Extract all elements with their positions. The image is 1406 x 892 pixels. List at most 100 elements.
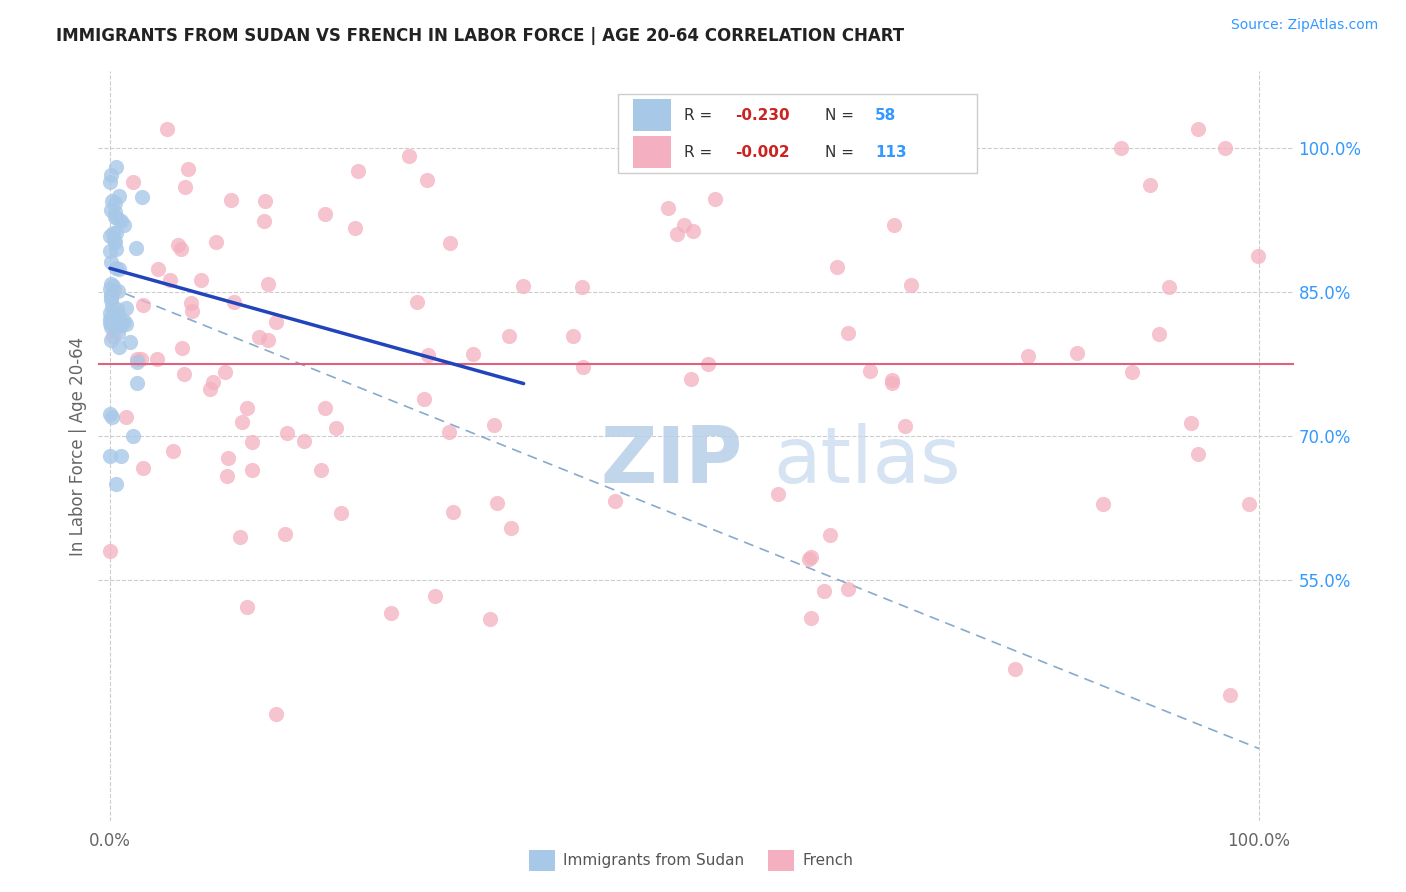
Point (231, 415, 253, 429)
Point (110, 213, 132, 227)
Point (167, 238, 190, 252)
Point (103, 283, 125, 297)
Point (108, 262, 131, 277)
Point (100, 277, 122, 291)
Point (198, 382, 221, 396)
Point (800, 549, 823, 564)
Point (240, 463, 263, 477)
Point (276, 425, 298, 440)
Point (131, 298, 153, 312)
Point (800, 611, 823, 625)
Point (115, 301, 138, 315)
Point (104, 205, 127, 219)
Text: atlas: atlas (773, 423, 962, 499)
Text: R =: R = (685, 145, 717, 161)
Point (173, 368, 195, 382)
Point (104, 226, 127, 240)
Point (101, 227, 124, 241)
Bar (633, 136, 671, 168)
Point (813, 584, 835, 599)
Point (1004, 662, 1026, 676)
Point (101, 316, 124, 330)
Point (837, 582, 859, 596)
Point (104, 242, 127, 256)
Point (236, 599, 259, 614)
Point (292, 434, 315, 448)
Point (703, 192, 725, 206)
Point (423, 589, 446, 603)
Point (101, 300, 124, 314)
Point (486, 496, 509, 510)
Point (107, 326, 129, 340)
Point (571, 280, 593, 294)
Point (105, 261, 128, 276)
Bar (529, 850, 555, 871)
Point (100, 168, 122, 182)
Point (122, 429, 145, 443)
Point (240, 435, 263, 450)
Point (441, 505, 464, 519)
Point (657, 201, 679, 215)
Point (1109, 141, 1132, 155)
Point (1219, 689, 1241, 703)
Point (214, 365, 236, 379)
Point (180, 303, 202, 318)
Point (100, 319, 122, 334)
Point (859, 364, 882, 378)
Point (110, 449, 132, 463)
Point (512, 279, 534, 293)
Point (1066, 345, 1088, 359)
Point (257, 334, 280, 348)
Point (681, 372, 703, 386)
Point (204, 235, 226, 249)
Point (98, 283, 121, 297)
Point (107, 211, 129, 226)
Point (572, 360, 595, 375)
Point (107, 284, 129, 298)
Point (605, 494, 627, 508)
Point (880, 376, 903, 390)
Point (766, 487, 789, 501)
Point (104, 161, 127, 175)
Point (217, 451, 239, 466)
Point (104, 235, 127, 249)
Point (112, 218, 135, 232)
Point (101, 310, 124, 324)
Point (180, 295, 202, 310)
Point (98, 449, 121, 463)
Point (673, 218, 696, 232)
Point (98, 229, 121, 244)
Point (98, 175, 121, 189)
Point (104, 210, 127, 224)
Point (478, 612, 501, 626)
Point (229, 530, 252, 544)
Point (820, 527, 842, 541)
Point (682, 224, 704, 238)
Text: French: French (803, 853, 853, 868)
Point (1247, 249, 1270, 263)
Point (437, 425, 460, 439)
Text: Immigrants from Sudan: Immigrants from Sudan (564, 853, 744, 868)
Point (266, 315, 288, 329)
Point (103, 196, 125, 211)
Point (118, 335, 141, 350)
Point (112, 314, 135, 328)
Point (100, 203, 122, 218)
Point (219, 194, 242, 208)
Bar (768, 850, 794, 871)
Point (314, 207, 336, 221)
Point (380, 606, 402, 620)
Point (900, 277, 922, 292)
Point (131, 190, 153, 204)
Point (98, 306, 121, 320)
Point (439, 235, 461, 250)
Point (100, 333, 122, 347)
Point (127, 376, 149, 391)
Point (190, 272, 212, 286)
Point (224, 295, 246, 310)
Point (146, 351, 169, 366)
Point (125, 352, 148, 367)
Point (314, 401, 336, 416)
Point (98, 407, 121, 421)
Point (412, 392, 434, 406)
